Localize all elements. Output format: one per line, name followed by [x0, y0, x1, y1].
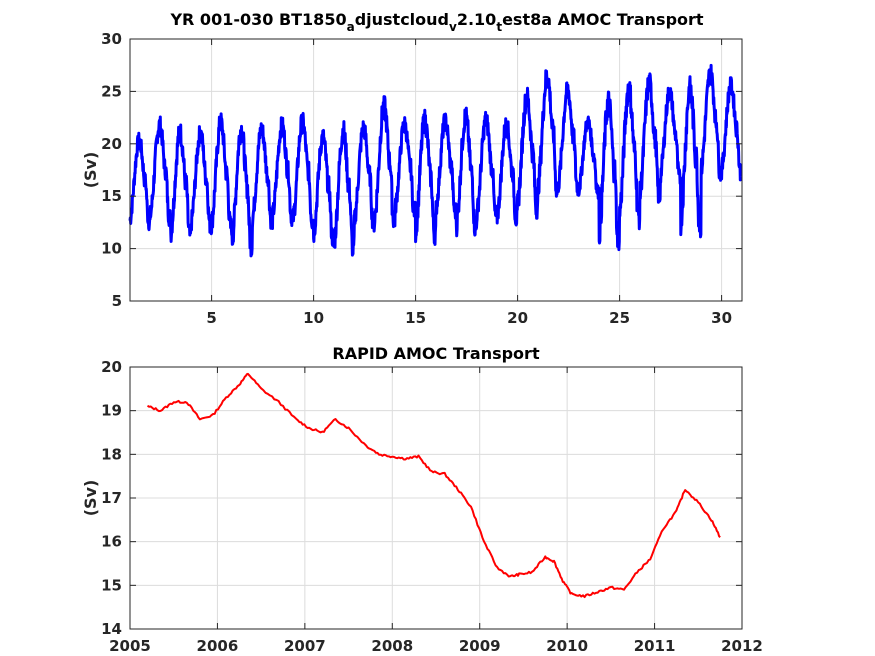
model-amoc-series-line	[128, 63, 743, 258]
chart1-xtick-label: 15	[405, 309, 426, 327]
chart2-ytick-label: 14	[101, 620, 122, 638]
chart2-ytick-label: 16	[101, 533, 122, 551]
chart2-ytick-label: 19	[101, 402, 122, 420]
model-amoc-chart: YR 001-030 BT1850adjustcloudv2.10test8a …	[81, 10, 743, 327]
chart1-ytick-label: 5	[112, 292, 122, 310]
chart1-ytick-label: 30	[101, 30, 122, 48]
chart2-ytick-label: 18	[101, 445, 122, 463]
chart1-ytick-label: 10	[101, 240, 122, 258]
chart1-ylabel: (Sv)	[81, 152, 100, 189]
chart2-xtick-label: 2008	[371, 637, 413, 655]
chart1-xtick-label: 5	[206, 309, 216, 327]
chart2-title: RAPID AMOC Transport	[332, 344, 540, 363]
rapid-amoc-chart: RAPID AMOC Transport 2005 2006 2007 2008 200…	[81, 344, 763, 655]
chart1-frame	[129, 38, 743, 302]
chart2-xtick-label: 2006	[197, 637, 239, 655]
chart2-ytick-label: 15	[101, 576, 122, 594]
chart1-ytick-label: 20	[101, 135, 122, 153]
chart1-xtick-label: 30	[711, 309, 732, 327]
chart1-xtick-label: 20	[507, 309, 528, 327]
rapid-amoc-series-line	[147, 372, 721, 599]
chart1-ytick-label: 15	[101, 187, 122, 205]
chart2-ytick-label: 17	[101, 489, 122, 507]
chart1-ytick-label: 25	[101, 82, 122, 100]
chart2-xtick-label: 2012	[721, 637, 763, 655]
chart2-ylabel: (Sv)	[81, 480, 100, 517]
chart1-title: YR 001-030 BT1850adjustcloudv2.10test8a …	[169, 10, 703, 34]
chart1-xtick-label: 25	[609, 309, 630, 327]
chart2-xtick-label: 2005	[109, 637, 151, 655]
chart2-xtick-label: 2011	[634, 637, 676, 655]
chart2-ytick-label: 20	[101, 358, 122, 376]
chart2-xtick-label: 2007	[284, 637, 326, 655]
chart2-xtick-label: 2010	[546, 637, 588, 655]
chart1-xtick-label: 10	[303, 309, 324, 327]
chart2-xtick-label: 2009	[459, 637, 501, 655]
